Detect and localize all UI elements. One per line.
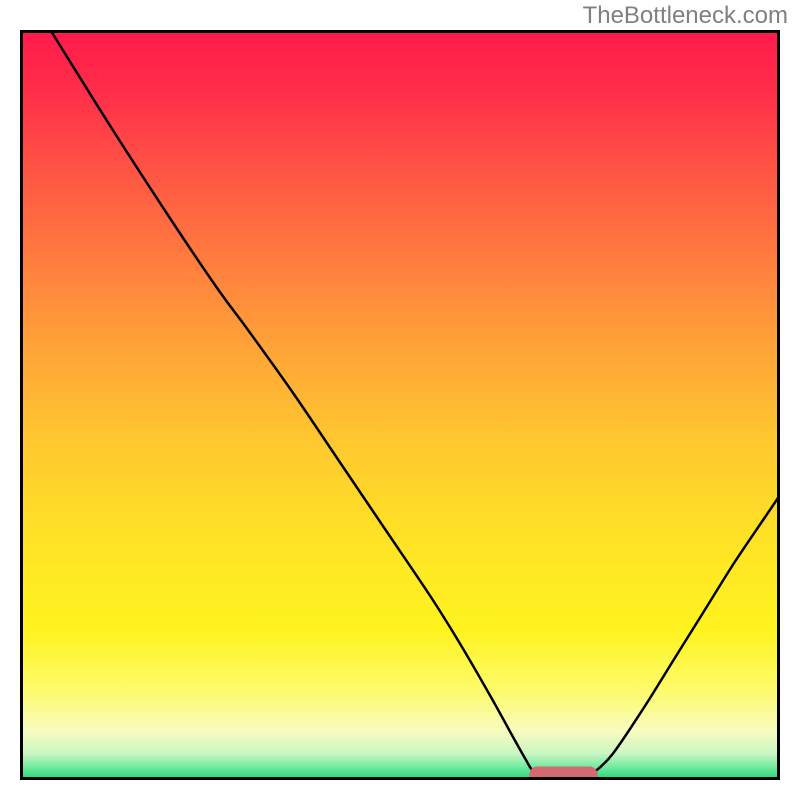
watermark-text: TheBottleneck.com xyxy=(583,2,788,30)
plot-svg xyxy=(20,30,780,780)
chart-frame: TheBottleneck.com xyxy=(0,0,800,800)
plot-area xyxy=(20,30,780,780)
gradient-background xyxy=(20,30,780,780)
